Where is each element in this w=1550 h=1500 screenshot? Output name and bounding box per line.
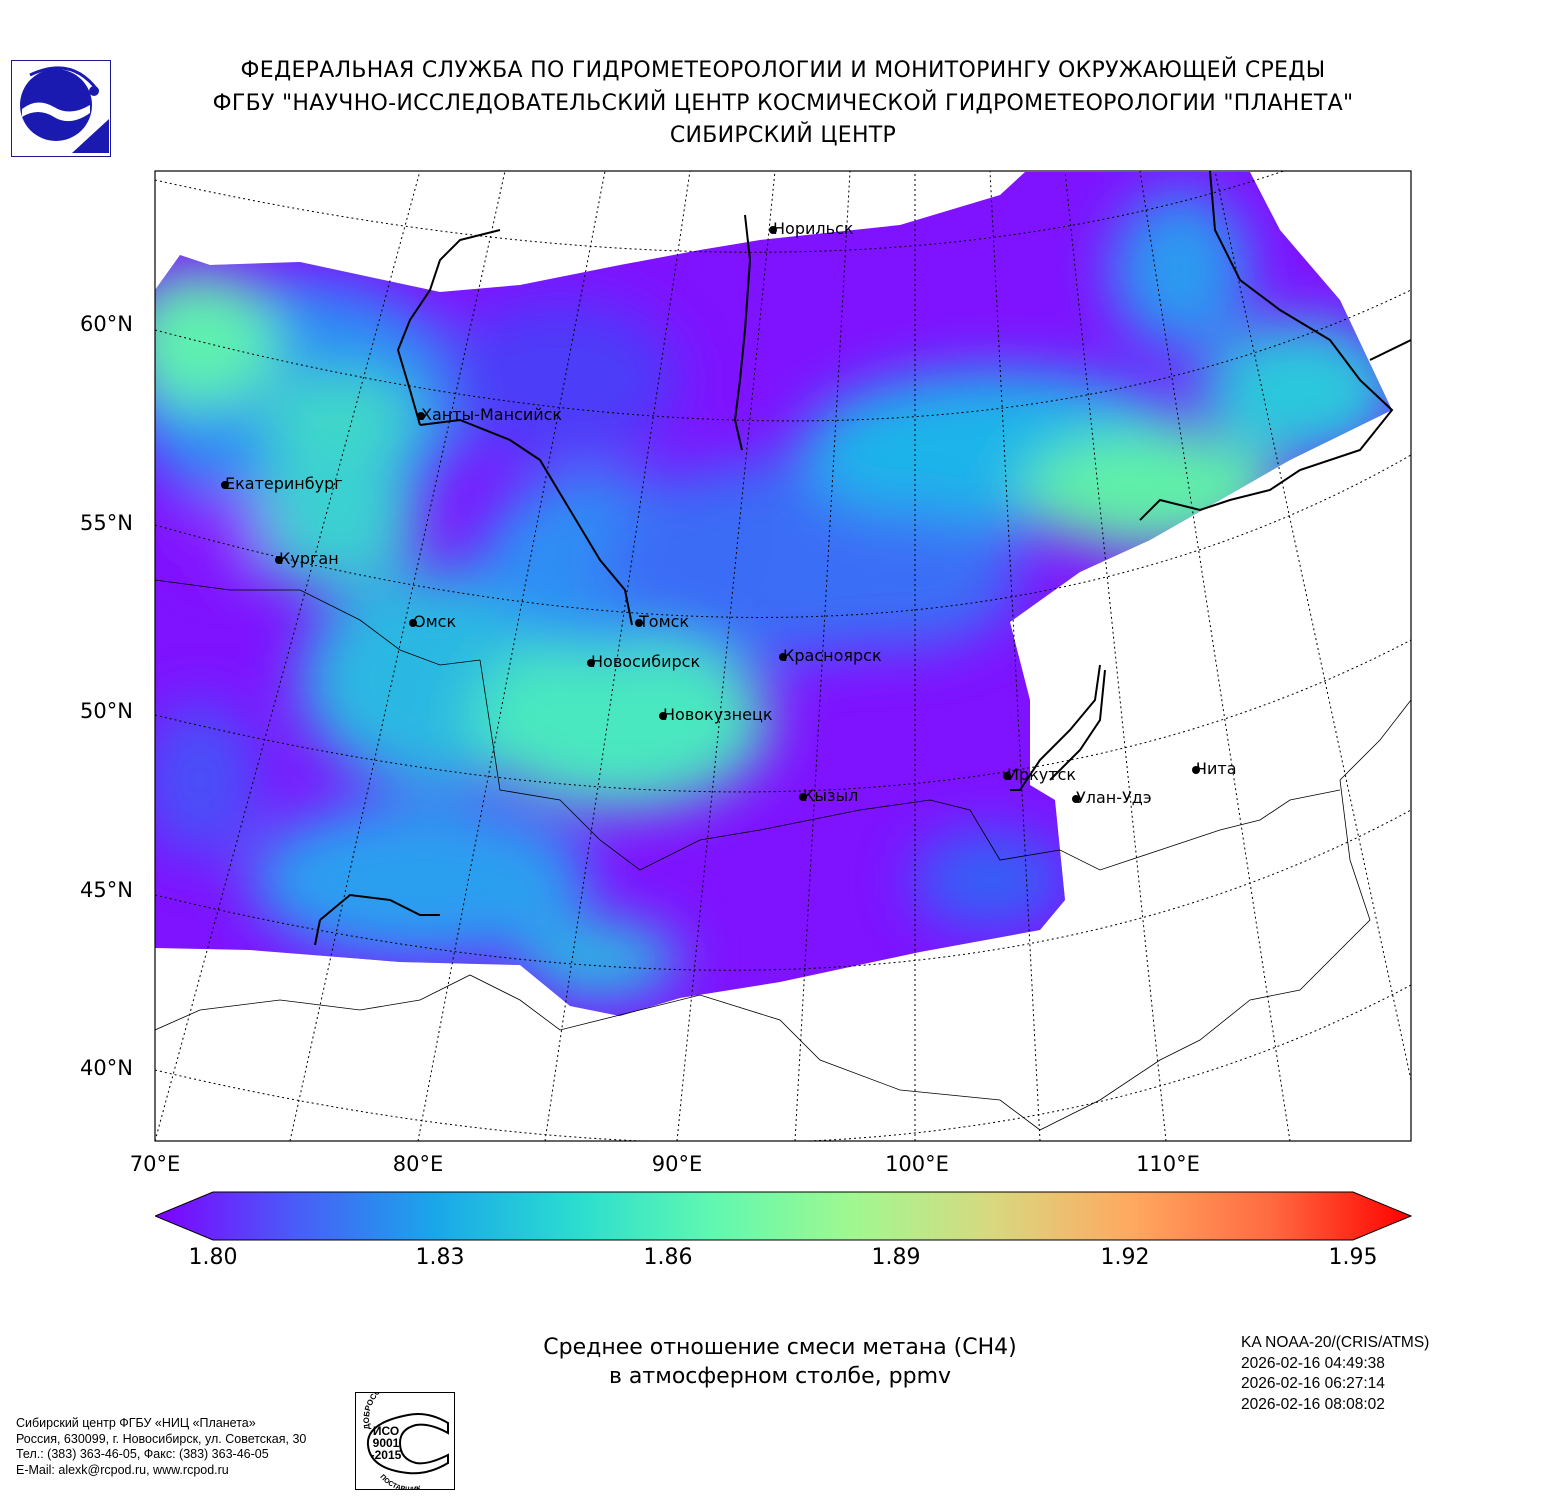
header-center: СИБИРСКИЙ ЦЕНТР bbox=[669, 123, 897, 148]
city-dot-icon bbox=[1003, 772, 1011, 780]
lon-label-70: 70°E bbox=[129, 1152, 181, 1176]
planeta-logo bbox=[11, 60, 111, 157]
org-address: Россия, 630099, г. Новосибирск, ул. Сове… bbox=[16, 1431, 307, 1446]
product-title-line1: Среднее отношение смеси метана (CH4) bbox=[543, 1335, 1017, 1360]
city-label: Екатеринбург bbox=[225, 474, 343, 493]
lat-label-45: 45°N bbox=[80, 878, 133, 902]
city-dot-icon bbox=[779, 653, 787, 661]
org-email: E-Mail: alexk@rcpod.ru, www.rcpod.ru bbox=[16, 1462, 229, 1477]
city-label: Томск bbox=[639, 612, 690, 631]
organization-contacts: Сибирский центр ФГБУ «НИЦ «Планета» Росс… bbox=[16, 1416, 306, 1478]
svg-text:9001: 9001 bbox=[373, 1436, 400, 1450]
methane-field bbox=[155, 172, 1392, 1016]
colorbar-tick: 1.92 bbox=[1100, 1245, 1150, 1270]
borders bbox=[155, 579, 1411, 1131]
city-dot-icon bbox=[221, 481, 229, 489]
colorbar-tick: 1.86 bbox=[643, 1245, 693, 1270]
city-label: Норильск bbox=[773, 219, 854, 238]
colorbar-tick: 1.83 bbox=[415, 1245, 465, 1270]
city-dot-icon bbox=[769, 226, 777, 234]
org-name: Сибирский центр ФГБУ «НИЦ «Планета» bbox=[16, 1416, 256, 1430]
svg-text:ПОСТАВЩИК: ПОСТАВЩИК bbox=[378, 1474, 422, 1490]
lon-label-80: 80°E bbox=[392, 1152, 444, 1176]
satellite-info: KA NOAA-20/(CRIS/ATMS) 2026-02-16 04:49:… bbox=[1241, 1333, 1429, 1415]
header-institute: ФГБУ "НАУЧНО-ИССЛЕДОВАТЕЛЬСКИЙ ЦЕНТР КОС… bbox=[212, 91, 1354, 116]
city-label: Новокузнецк bbox=[663, 705, 773, 724]
svg-text:ИСО: ИСО bbox=[373, 1424, 399, 1438]
org-phone: Тел.: (383) 363-46-05, Факс: (383) 363-4… bbox=[16, 1447, 269, 1461]
lon-label-110: 110°E bbox=[1136, 1152, 1200, 1176]
pass-time: 2026-02-16 04:49:38 bbox=[1241, 1354, 1385, 1372]
product-title-line2: в атмосферном столбе, ppmv bbox=[608, 1364, 952, 1389]
svg-text:-2015: -2015 bbox=[371, 1448, 402, 1462]
header-agency: ФЕДЕРАЛЬНАЯ СЛУЖБА ПО ГИДРОМЕТЕОРОЛОГИИ … bbox=[240, 58, 1326, 83]
city-dot-icon bbox=[635, 619, 643, 627]
graticule bbox=[155, 171, 1411, 1141]
pass-time: 2026-02-16 08:08:02 bbox=[1241, 1395, 1385, 1413]
city-label: Ханты-Мансийск bbox=[421, 405, 563, 424]
city-dot-icon bbox=[587, 659, 595, 667]
city-label: Красноярск bbox=[783, 646, 882, 665]
rivers-coast bbox=[314, 171, 1411, 946]
satellite-name: KA NOAA-20/(CRIS/ATMS) bbox=[1241, 1334, 1430, 1351]
pass-time: 2026-02-16 06:27:14 bbox=[1241, 1375, 1385, 1392]
city-dot-icon bbox=[417, 412, 425, 420]
city-dot-icon bbox=[409, 619, 417, 627]
colorbar bbox=[155, 1191, 1412, 1241]
city-label: Улан-Удэ bbox=[1076, 788, 1152, 807]
city-label: Чита bbox=[1196, 759, 1237, 778]
city-label: Новосибирск bbox=[591, 652, 701, 671]
lon-label-100: 100°E bbox=[885, 1152, 949, 1176]
city-dot-icon bbox=[1192, 766, 1200, 774]
lat-label-60: 60°N bbox=[80, 312, 133, 336]
city-dot-icon bbox=[1072, 795, 1080, 803]
city-label: Курган bbox=[279, 549, 339, 568]
city-dot-icon bbox=[799, 793, 807, 801]
colorbar-tick: 1.80 bbox=[188, 1245, 238, 1270]
colorbar-tick: 1.89 bbox=[871, 1245, 921, 1270]
lon-label-90: 90°E bbox=[651, 1152, 703, 1176]
city-label: Иркутск bbox=[1007, 765, 1077, 784]
lat-label-40: 40°N bbox=[80, 1056, 133, 1080]
lat-label-55: 55°N bbox=[80, 511, 133, 535]
city-dot-icon bbox=[659, 712, 667, 720]
city-dot-icon bbox=[275, 556, 283, 564]
iso-9001-badge: ДОБРОСОВЕСТНЫЙ ПОСТАВЩИК ИСО 9001 -2015 bbox=[355, 1392, 455, 1490]
colorbar-tick: 1.95 bbox=[1328, 1245, 1378, 1270]
city-label: Кызыл bbox=[803, 786, 859, 805]
city-label: Омск bbox=[413, 612, 457, 631]
lat-label-50: 50°N bbox=[80, 699, 133, 723]
product-title: Среднее отношение смеси метана (CH4) в а… bbox=[440, 1333, 1120, 1391]
